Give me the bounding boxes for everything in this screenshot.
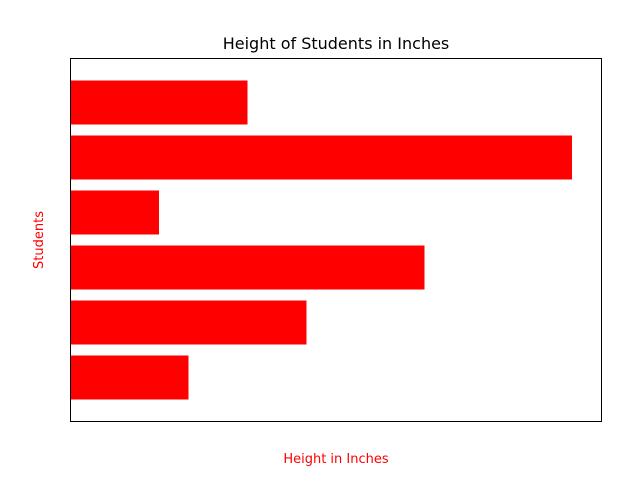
chart-title: Height of Students in Inches: [223, 34, 450, 53]
y-axis-label: Students: [32, 211, 47, 269]
bar-6: [70, 80, 248, 125]
bar-1: [70, 355, 189, 400]
bar-2: [70, 300, 307, 345]
x-axis-label: Height in Inches: [283, 452, 389, 467]
plot-frame: [70, 58, 602, 422]
bar-3: [70, 245, 425, 290]
bar-5: [70, 135, 572, 180]
bars-group: [70, 80, 572, 400]
bar-4: [70, 190, 159, 235]
